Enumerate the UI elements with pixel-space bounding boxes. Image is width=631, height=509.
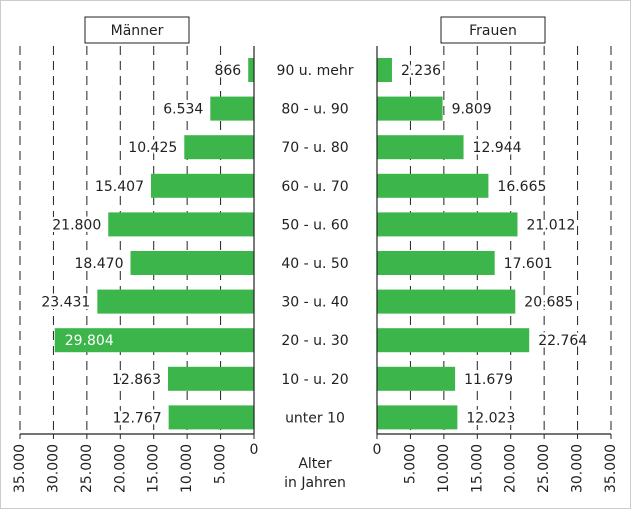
bar	[377, 289, 516, 314]
bar	[377, 96, 443, 121]
value-label: 16.665	[497, 179, 546, 195]
x-tick-label: 35.000	[12, 444, 28, 493]
x-tick-label: 10.000	[436, 444, 452, 493]
x-tick-label: 35.000	[603, 444, 619, 493]
value-label: 15.407	[95, 179, 144, 195]
bar	[377, 212, 518, 237]
bar	[54, 328, 255, 353]
x-tick-label: 30.000	[570, 444, 586, 493]
bar	[184, 135, 254, 160]
bars	[54, 58, 530, 430]
value-label: 20.685	[524, 295, 573, 311]
category-label: 60 - u. 70	[281, 179, 348, 195]
category-label: 20 - u. 30	[281, 333, 348, 349]
category-label: 70 - u. 80	[281, 140, 348, 156]
value-label: 18.470	[75, 256, 124, 272]
bar	[377, 173, 489, 198]
bar	[168, 366, 254, 391]
bar	[108, 212, 254, 237]
x-tick-label: 20.000	[503, 444, 519, 493]
value-label: 21.800	[52, 217, 101, 233]
bar	[377, 58, 392, 82]
category-label: 40 - u. 50	[281, 256, 348, 272]
x-tick-label: 10.000	[179, 444, 195, 493]
value-label: 11.679	[464, 372, 513, 388]
value-label: 12.863	[112, 372, 161, 388]
value-label: 12.944	[473, 140, 522, 156]
x-tick-label: 5.000	[402, 444, 418, 484]
value-label: 6.534	[163, 102, 203, 118]
category-axis-label-line1: Alter	[298, 456, 332, 472]
value-label: 22.764	[538, 333, 587, 349]
axes: 0 5.000 10.000 15.000 20.000 25.000 30.000 35.0…	[12, 46, 619, 493]
value-label: 866	[214, 63, 241, 79]
panel-title-men-box: Männer	[84, 16, 190, 44]
value-label: 2.236	[401, 63, 441, 79]
x-tick-label: 25.000	[79, 444, 95, 493]
bar	[210, 96, 254, 121]
bar	[377, 251, 495, 275]
value-label: 12.767	[113, 410, 162, 426]
x-tick-label: 15.000	[469, 444, 485, 493]
category-label: unter 10	[285, 410, 345, 426]
x-tick-label: 15.000	[146, 444, 162, 493]
value-label: 29.804	[65, 333, 114, 349]
x-tick-label: 0	[373, 442, 382, 458]
value-label: 17.601	[504, 256, 553, 272]
x-tick-label: 0	[250, 442, 259, 458]
bar	[130, 251, 254, 275]
bar	[377, 135, 464, 160]
category-label: 30 - u. 40	[281, 295, 348, 311]
bar	[168, 405, 254, 430]
value-label: 9.809	[452, 102, 492, 118]
value-label: 10.425	[128, 140, 177, 156]
bar	[377, 328, 530, 353]
panel-title-women: Frauen	[469, 23, 517, 39]
category-label: 80 - u. 90	[281, 102, 348, 118]
bar	[97, 289, 254, 314]
bar	[248, 58, 254, 82]
value-label: 23.431	[41, 295, 90, 311]
x-tick-label: 20.000	[112, 444, 128, 493]
labels: 866 6.534 10.425 15.407 21.800 18.470 23.431 29…	[39, 61, 590, 429]
bar	[377, 366, 456, 391]
category-label: 90 u. mehr	[277, 63, 354, 79]
category-label: 50 - u. 60	[281, 217, 348, 233]
value-label: 21.012	[526, 217, 575, 233]
panel-title-men: Männer	[111, 23, 164, 39]
bar	[150, 173, 254, 198]
value-label: 12.023	[466, 410, 515, 426]
category-axis-label-line2: in Jahren	[284, 475, 346, 491]
x-tick-label: 30.000	[45, 444, 61, 493]
category-label: 10 - u. 20	[281, 372, 348, 388]
panel-title-women-box: Frauen	[440, 16, 546, 44]
x-tick-label: 5.000	[213, 444, 229, 484]
x-tick-label: 25.000	[536, 444, 552, 493]
bar	[377, 405, 458, 430]
